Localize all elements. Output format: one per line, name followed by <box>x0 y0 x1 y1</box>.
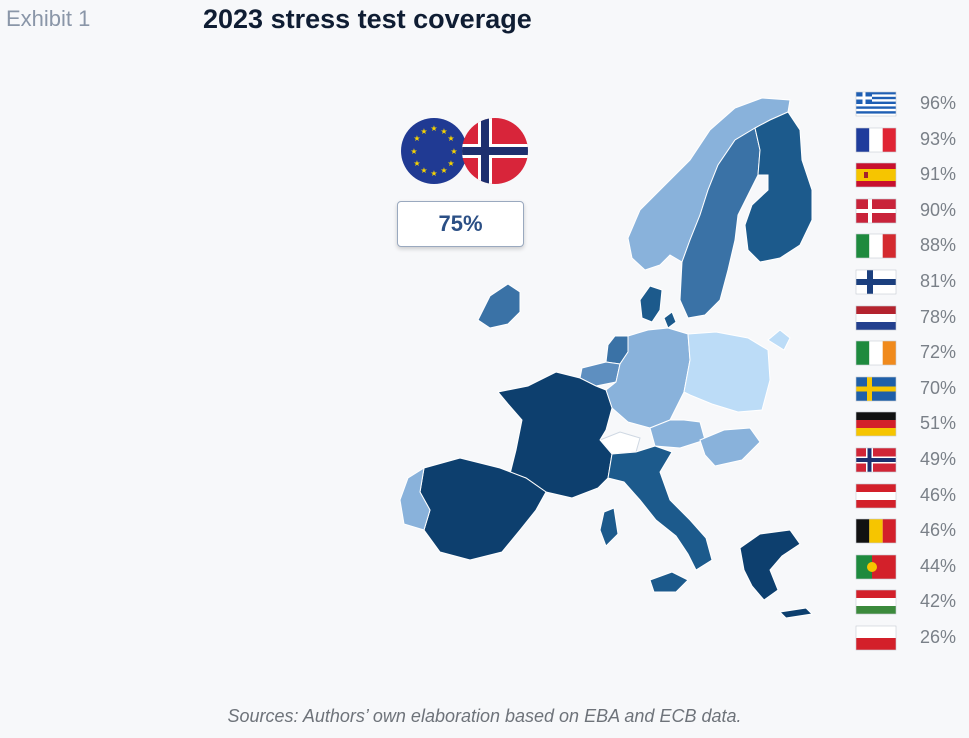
country-baltic <box>767 329 791 351</box>
legend-item-france: 93% <box>855 127 956 153</box>
legend-value: 49% <box>920 449 957 469</box>
legend-value: 88% <box>920 235 957 256</box>
svg-text:★: ★ <box>450 147 457 156</box>
svg-text:★: ★ <box>447 134 454 143</box>
sources-note: Sources: Authors’ own elaboration based … <box>227 706 742 726</box>
legend-item-ireland: 72% <box>855 340 956 366</box>
legend-value: 46% <box>920 484 957 505</box>
legend-item-poland: 26% <box>855 625 956 651</box>
spain-flag-icon <box>855 162 897 188</box>
austria-flag-icon <box>855 483 897 508</box>
netherlands-flag-icon <box>855 305 897 330</box>
country-denmark <box>639 285 663 323</box>
svg-text:★: ★ <box>420 166 427 175</box>
legend-item-netherlands: 78% <box>855 305 956 331</box>
country-greece-crete <box>778 607 814 619</box>
legend-item-portugal: 44% <box>855 554 956 580</box>
legend-item-spain: 91% <box>855 162 956 188</box>
chart-title: 2023 stress test coverage <box>203 4 532 34</box>
svg-text:★: ★ <box>447 159 454 168</box>
norway-flag-icon <box>855 447 897 473</box>
belgium-flag-icon <box>855 518 897 544</box>
sweden-flag-icon <box>855 376 897 402</box>
legend-value: 42% <box>920 591 957 612</box>
country-portugal <box>399 466 431 531</box>
legend-value: 70% <box>920 377 957 398</box>
legend-value: 90% <box>920 199 957 220</box>
denmark-flag-icon <box>855 198 897 224</box>
svg-text:★: ★ <box>440 127 447 136</box>
eu-flag-icon: ★ ★ ★ ★ ★ ★ ★ ★ ★ ★ ★ ★ <box>401 118 467 184</box>
svg-text:★: ★ <box>440 166 447 175</box>
country-denmark-islands <box>663 311 677 329</box>
country-poland <box>683 331 771 413</box>
svg-text:★: ★ <box>413 159 420 168</box>
legend-item-italy: 88% <box>855 233 956 259</box>
portugal-flag-icon <box>855 554 897 580</box>
legend-value: 44% <box>920 555 957 576</box>
greece-flag-icon <box>855 91 897 117</box>
legend-value: 78% <box>920 306 957 327</box>
legend-item-austria: 46% <box>855 483 956 509</box>
norway-flag-icon <box>462 118 528 184</box>
svg-text:★: ★ <box>420 127 427 136</box>
legend-value: 72% <box>920 342 957 363</box>
country-finland <box>744 111 813 263</box>
legend-item-finland: 81% <box>855 269 956 295</box>
svg-text:★: ★ <box>413 134 420 143</box>
legend-value: 51% <box>920 413 957 434</box>
france-flag-icon <box>855 127 897 152</box>
country-sweden <box>679 127 761 319</box>
svg-text:★: ★ <box>430 124 437 133</box>
legend-value: 81% <box>920 271 957 291</box>
aggregate-coverage-badge: 75% <box>397 201 524 247</box>
ireland-flag-icon <box>855 340 897 366</box>
country-italy <box>607 445 713 571</box>
country-hungary <box>699 427 761 467</box>
legend-item-norway: 49% <box>855 447 956 473</box>
legend-item-hungary: 42% <box>855 589 956 615</box>
legend-value: 46% <box>920 520 957 541</box>
country-ireland <box>477 283 521 329</box>
exhibit-label: Exhibit 1 <box>6 6 91 31</box>
germany-flag-icon <box>855 412 897 437</box>
legend-item-sweden: 70% <box>855 376 956 402</box>
finland-flag-icon <box>855 269 897 295</box>
legend-item-germany: 51% <box>855 411 956 437</box>
hungary-flag-icon <box>855 590 897 615</box>
legend-value: 26% <box>920 627 957 647</box>
legend-item-greece: 96% <box>855 91 956 117</box>
legend-value: 93% <box>920 128 957 149</box>
country-italy-sardinia <box>599 507 619 547</box>
country-italy-sicily <box>649 571 689 593</box>
legend-value: 91% <box>920 164 957 185</box>
svg-text:★: ★ <box>430 169 437 178</box>
legend-value: 96% <box>920 93 957 113</box>
country-greece <box>739 529 801 601</box>
poland-flag-icon <box>855 625 897 651</box>
country-austria <box>649 419 706 449</box>
svg-text:★: ★ <box>410 147 417 156</box>
legend-item-denmark: 90% <box>855 198 956 224</box>
legend-item-belgium: 46% <box>855 518 956 544</box>
italy-flag-icon <box>855 234 897 259</box>
